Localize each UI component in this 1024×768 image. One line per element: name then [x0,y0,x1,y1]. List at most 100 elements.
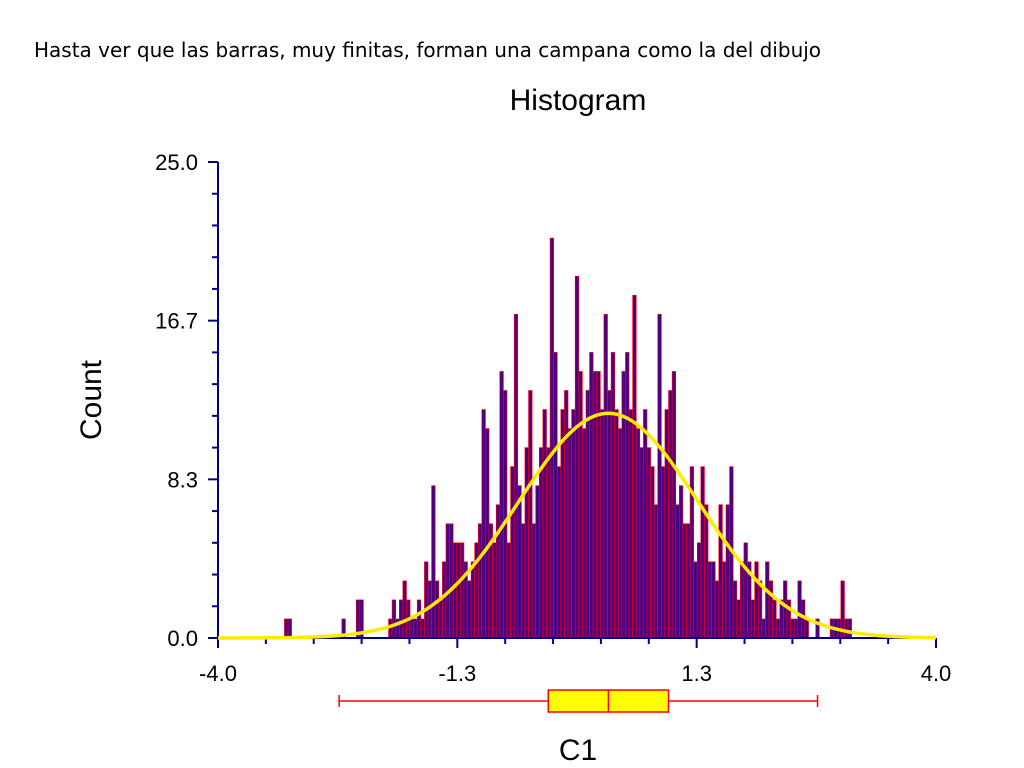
histogram-bar [768,580,773,639]
histogram-bar [546,447,551,639]
x-tick-label: -1.3 [438,661,476,686]
histogram-bar [714,580,720,639]
histogram-bar [567,428,572,639]
x-tick-label: 1.3 [681,661,712,686]
histogram-bar [757,580,763,639]
histogram-bar [693,561,698,639]
histogram-bar [564,390,569,639]
histogram-bar [639,447,644,639]
histogram-bar [467,580,472,639]
histogram-bar [481,409,486,639]
histogram-bar [664,409,669,639]
histogram-bar [503,390,508,639]
histogram-bar [686,523,691,639]
histogram-bar [750,599,756,639]
histogram-bar [847,618,852,639]
histogram-bar [682,523,687,639]
y-axis-label: Count [75,359,108,440]
histogram-bar [420,618,425,639]
histogram-bar [696,542,702,639]
y-tick-label: 25.0 [155,150,198,175]
histogram-bar [725,504,730,639]
x-axis-label: C1 [559,734,597,767]
histogram-bar [754,561,759,639]
histogram-bar [603,314,608,639]
histogram-bar [736,599,741,639]
histogram-bar [474,542,479,639]
histogram-bar [793,618,799,639]
histogram-bar [499,371,504,639]
histogram-bar [460,542,465,639]
x-tick-label: -4.0 [199,661,237,686]
histogram-bar [761,618,766,639]
histogram-bar [492,542,497,639]
histogram-bar [549,237,554,639]
histogram-bar [600,409,605,639]
histogram-bar [704,504,709,639]
histogram-bar [535,485,540,639]
histogram-bar [495,504,501,639]
x-tick-label: 4.0 [921,661,952,686]
histogram-bar [596,371,601,639]
histogram-bar [722,561,727,639]
histogram-bar [700,466,705,639]
histogram-bar [524,447,529,639]
histogram-bar [434,580,440,639]
box-plot [338,689,819,713]
histogram-bar [675,504,680,639]
axes [208,161,937,648]
histogram-bar [438,599,443,639]
histogram-bar [571,409,576,639]
histogram-bar [732,580,738,639]
y-tick-label: 8.3 [167,467,198,492]
y-tick-label: 0.0 [167,626,198,651]
tick-labels: 0.0 8.3 16.7 25.0 -4.0 -1.3 1.3 4.0 [155,150,951,686]
histogram-bar [740,561,745,639]
histogram-bar [578,371,583,639]
histogram-bar [409,618,414,639]
histogram-bar [556,466,562,639]
histogram-bar [445,523,450,639]
histogram-bar [589,352,594,639]
histogram-bar [585,390,590,639]
histogram-bar [610,352,615,639]
histogram-bar [402,580,407,639]
histogram-bar [628,409,633,639]
histogram-bar [582,428,587,639]
histogram-bar [506,542,511,639]
histogram-bar [679,485,684,639]
histogram-bar [707,561,712,639]
histogram-bar [718,504,723,639]
histogram-bar [844,618,849,639]
histogram-bar [542,409,547,639]
histogram-bar [592,371,598,639]
slide-caption: Hasta ver que las barras, muy finitas, f… [34,38,822,62]
histogram-bar [743,542,748,639]
histogram-bar [643,409,648,639]
histogram-bar [646,447,651,639]
histogram-bar [553,352,558,639]
histogram-bars [284,237,852,639]
histogram-bar [775,618,781,639]
histogram-bar [485,428,490,639]
histogram-bar [653,504,659,639]
histogram-bar [797,580,802,639]
histogram-bar [442,561,447,639]
histogram-bar [657,314,662,639]
histogram-bar [617,428,623,639]
histogram-bar [413,618,418,639]
histogram-bar [661,466,666,639]
histogram-bar [650,466,655,639]
histogram-bar [470,561,475,639]
histogram-bar [398,599,404,639]
histogram-bar [452,542,458,639]
histogram-bar [449,523,454,639]
histogram-bar [528,390,533,639]
histogram-bar [287,618,292,639]
histogram-bar [668,390,673,639]
histogram-bar [521,523,526,639]
histogram-bar [711,561,716,639]
y-tick-label: 16.7 [155,309,198,334]
histogram-bar [539,447,544,639]
histogram-bar [391,599,397,639]
